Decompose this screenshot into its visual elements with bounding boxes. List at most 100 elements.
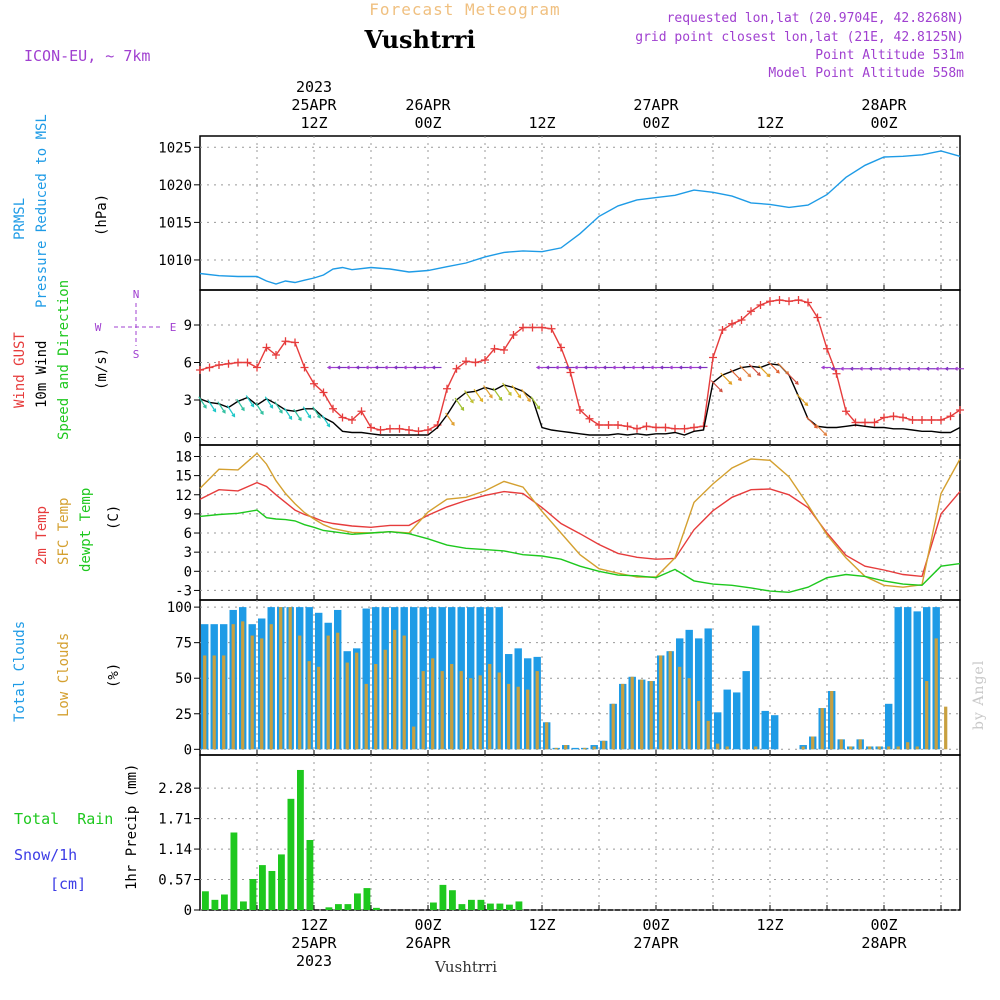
- time-bottom-label: 12Z: [756, 916, 783, 934]
- gust-marker: [243, 358, 252, 367]
- gust-marker: [348, 416, 356, 424]
- time-top-label: 00Z: [414, 114, 441, 132]
- low-cloud-bar: [241, 621, 245, 750]
- gust-marker: [538, 323, 546, 332]
- wind-arrow-head: [393, 365, 398, 370]
- wind-arrow: [293, 408, 302, 421]
- wind-arrow: [445, 412, 455, 426]
- wind-arrow-head: [621, 365, 626, 370]
- wind-arrow-head: [326, 423, 331, 428]
- low-cloud-bar: [288, 607, 292, 750]
- gust-marker: [804, 298, 812, 307]
- pressure-panel: PRMSL Pressure Reduced to MSL (hPa) 1010…: [12, 114, 961, 308]
- wind-arrow-head: [212, 408, 217, 413]
- gust-marker: [595, 421, 603, 429]
- gust-marker: [766, 297, 774, 306]
- low-cloud-bar: [915, 746, 919, 750]
- temp-ytick-label: 3: [184, 545, 192, 561]
- wind-arrow-head: [564, 365, 569, 370]
- temperature-panel: 2m Temp SFC Temp dewpt Temp (C) -3 0 3 6 9 12…: [34, 444, 961, 601]
- low-cloud-bar: [659, 655, 663, 750]
- gust-marker: [956, 406, 964, 414]
- precip-ytick-label: 2.28: [158, 781, 192, 797]
- low-cloud-bar: [345, 662, 349, 750]
- low-cloud-bar: [678, 666, 682, 750]
- gust-marker: [614, 421, 622, 429]
- wind-arrow-head: [640, 365, 645, 370]
- low-cloud-bar: [421, 671, 425, 750]
- wind-arrow: [530, 396, 540, 410]
- wind-unit-label: (m/s): [94, 348, 110, 390]
- rain-bar: [487, 903, 494, 910]
- gust-marker: [633, 424, 641, 433]
- low-cloud-bar: [231, 624, 235, 750]
- wind-arrow-head: [649, 365, 654, 370]
- wind-arrow-head: [868, 366, 873, 371]
- wind-arrow-head: [611, 365, 616, 370]
- total-cloud-bar: [362, 608, 370, 750]
- low-cloud-bar: [725, 746, 729, 750]
- low-cloud-bar: [697, 700, 701, 750]
- wind-arrow: [198, 396, 207, 409]
- low-cloud-bar: [830, 691, 834, 750]
- time-top-label: 25APR: [291, 96, 337, 114]
- temp-ytick-label: 0: [184, 564, 192, 580]
- rain-bar: [259, 865, 266, 910]
- clouds-panel: Total Clouds Low Clouds (%) 0 25 50 75 100: [12, 599, 961, 758]
- wind-arrow: [729, 368, 742, 381]
- temp-ytick-label: 15: [175, 469, 192, 485]
- wind-arrow-head: [573, 365, 578, 370]
- gust-marker: [671, 424, 679, 433]
- gust-marker: [509, 331, 518, 339]
- clouds-ytick-label: 75: [175, 636, 192, 652]
- wind-arrow: [758, 365, 770, 377]
- low-cloud-bar: [450, 663, 454, 750]
- wind-ytick-label: 6: [184, 356, 192, 372]
- temperature-labels: 2m Temp SFC Temp dewpt Temp (C): [34, 488, 122, 572]
- gust-marker: [908, 416, 917, 424]
- time-bottom-label: 25APR: [291, 934, 337, 952]
- temp-unit-label: (C): [106, 505, 122, 530]
- wind-arrow-head: [839, 366, 844, 371]
- time-bottom-label: 12Z: [528, 916, 555, 934]
- gust-marker: [471, 358, 480, 367]
- gust-marker: [462, 357, 470, 366]
- dewpt-temp-line: [199, 509, 961, 594]
- wind-arrow-head: [508, 391, 512, 396]
- wind-arrow-head: [250, 403, 255, 408]
- wind-arrow-head: [915, 366, 920, 371]
- low-cloud-bar: [849, 746, 853, 750]
- compass-e: E: [170, 321, 177, 334]
- pressure-labels: PRMSL Pressure Reduced to MSL (hPa): [12, 114, 110, 308]
- rain-bar: [230, 832, 238, 910]
- wind-arrow: [283, 407, 293, 420]
- wind-arrow: [207, 400, 217, 412]
- wind-arrow-head: [659, 365, 664, 370]
- gust-marker: [367, 423, 375, 432]
- rain-bar: [439, 884, 447, 910]
- gust-marker: [889, 412, 898, 421]
- 10m-wind-line: [199, 363, 961, 436]
- gust-marker: [414, 427, 423, 436]
- gust-marker: [405, 426, 413, 434]
- wind-arrow-head: [630, 365, 635, 370]
- snow-label: Snow/1h: [14, 846, 77, 864]
- rain-bar: [240, 901, 247, 910]
- gust-marker: [500, 346, 508, 354]
- gust-marker: [604, 421, 613, 429]
- low-cloud-bar: [507, 683, 511, 750]
- wind-arrow-head: [260, 410, 264, 415]
- total-cloud-bar: [894, 607, 902, 750]
- total-cloud-bar: [885, 703, 893, 750]
- wind-arrow-head: [231, 413, 236, 418]
- gust-marker: [528, 323, 537, 332]
- gust-marker: [395, 424, 404, 433]
- gust-marker: [215, 361, 223, 369]
- wind-arrow: [302, 406, 312, 419]
- credit-watermark: by Angel: [971, 660, 987, 730]
- wind-arrow-head: [517, 394, 522, 399]
- rain-bar: [325, 907, 333, 910]
- time-top-label: 2023: [296, 78, 332, 96]
- wind-arrow-head: [678, 365, 683, 370]
